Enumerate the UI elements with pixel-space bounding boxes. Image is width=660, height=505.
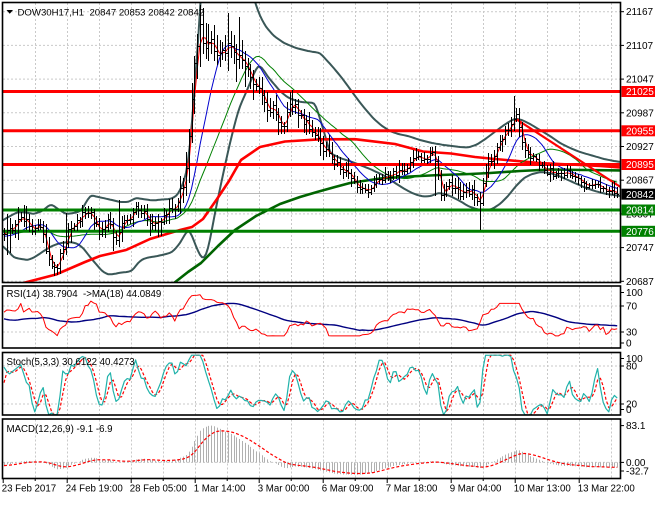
svg-text:-32.7: -32.7 [626, 467, 649, 478]
svg-text:20927: 20927 [626, 142, 654, 153]
svg-text:0: 0 [626, 339, 632, 350]
svg-text:20814: 20814 [626, 206, 654, 217]
svg-text:20776: 20776 [626, 227, 654, 238]
svg-text:24 Feb 19:00: 24 Feb 19:00 [66, 484, 124, 495]
svg-text:20987: 20987 [626, 108, 654, 119]
svg-text:23 Feb 2017: 23 Feb 2017 [2, 484, 56, 495]
svg-text:70: 70 [626, 302, 638, 313]
svg-text:RSI(14) 38.7904 ->MA(18) 44.0: RSI(14) 38.7904 ->MA(18) 44.0849 [7, 289, 162, 300]
svg-text:1 Mar 14:00: 1 Mar 14:00 [194, 484, 246, 495]
svg-text:3 Mar 00:00: 3 Mar 00:00 [258, 484, 310, 495]
svg-text:100: 100 [626, 354, 643, 365]
svg-text:Stoch(5,3,3) 30.6122 40.4273: Stoch(5,3,3) 30.6122 40.4273 [7, 357, 135, 368]
svg-text:20687: 20687 [626, 277, 654, 288]
svg-text:20895: 20895 [626, 160, 654, 171]
svg-text:21167: 21167 [626, 7, 654, 18]
svg-text:20: 20 [626, 400, 638, 411]
svg-text:30: 30 [626, 328, 638, 339]
svg-text:100: 100 [626, 288, 643, 299]
svg-text:80: 80 [626, 362, 638, 373]
svg-text:DOW30H17,H1 20847 20853 20842: DOW30H17,H1 20847 20853 20842 20842 [18, 7, 205, 18]
svg-text:10 Mar 13:00: 10 Mar 13:00 [514, 484, 572, 495]
svg-text:20955: 20955 [626, 126, 654, 137]
svg-text:83.1: 83.1 [626, 421, 646, 432]
svg-text:9 Mar 04:00: 9 Mar 04:00 [450, 484, 502, 495]
svg-text:6 Mar 09:00: 6 Mar 09:00 [322, 484, 374, 495]
svg-text:0: 0 [626, 405, 632, 416]
svg-text:21025: 21025 [626, 87, 654, 98]
svg-text:13 Mar 22:00: 13 Mar 22:00 [578, 484, 636, 495]
svg-text:21047: 21047 [626, 75, 654, 86]
svg-text:20867: 20867 [626, 176, 654, 187]
svg-text:20747: 20747 [626, 243, 654, 254]
svg-text:21107: 21107 [626, 41, 654, 52]
svg-text:MACD(12,26,9) -9.1 -6.9: MACD(12,26,9) -9.1 -6.9 [7, 424, 113, 435]
svg-text:20842: 20842 [626, 190, 654, 201]
svg-text:7 Mar 18:00: 7 Mar 18:00 [386, 484, 438, 495]
svg-text:0.00: 0.00 [626, 458, 646, 469]
svg-text:28 Feb 05:00: 28 Feb 05:00 [130, 484, 188, 495]
